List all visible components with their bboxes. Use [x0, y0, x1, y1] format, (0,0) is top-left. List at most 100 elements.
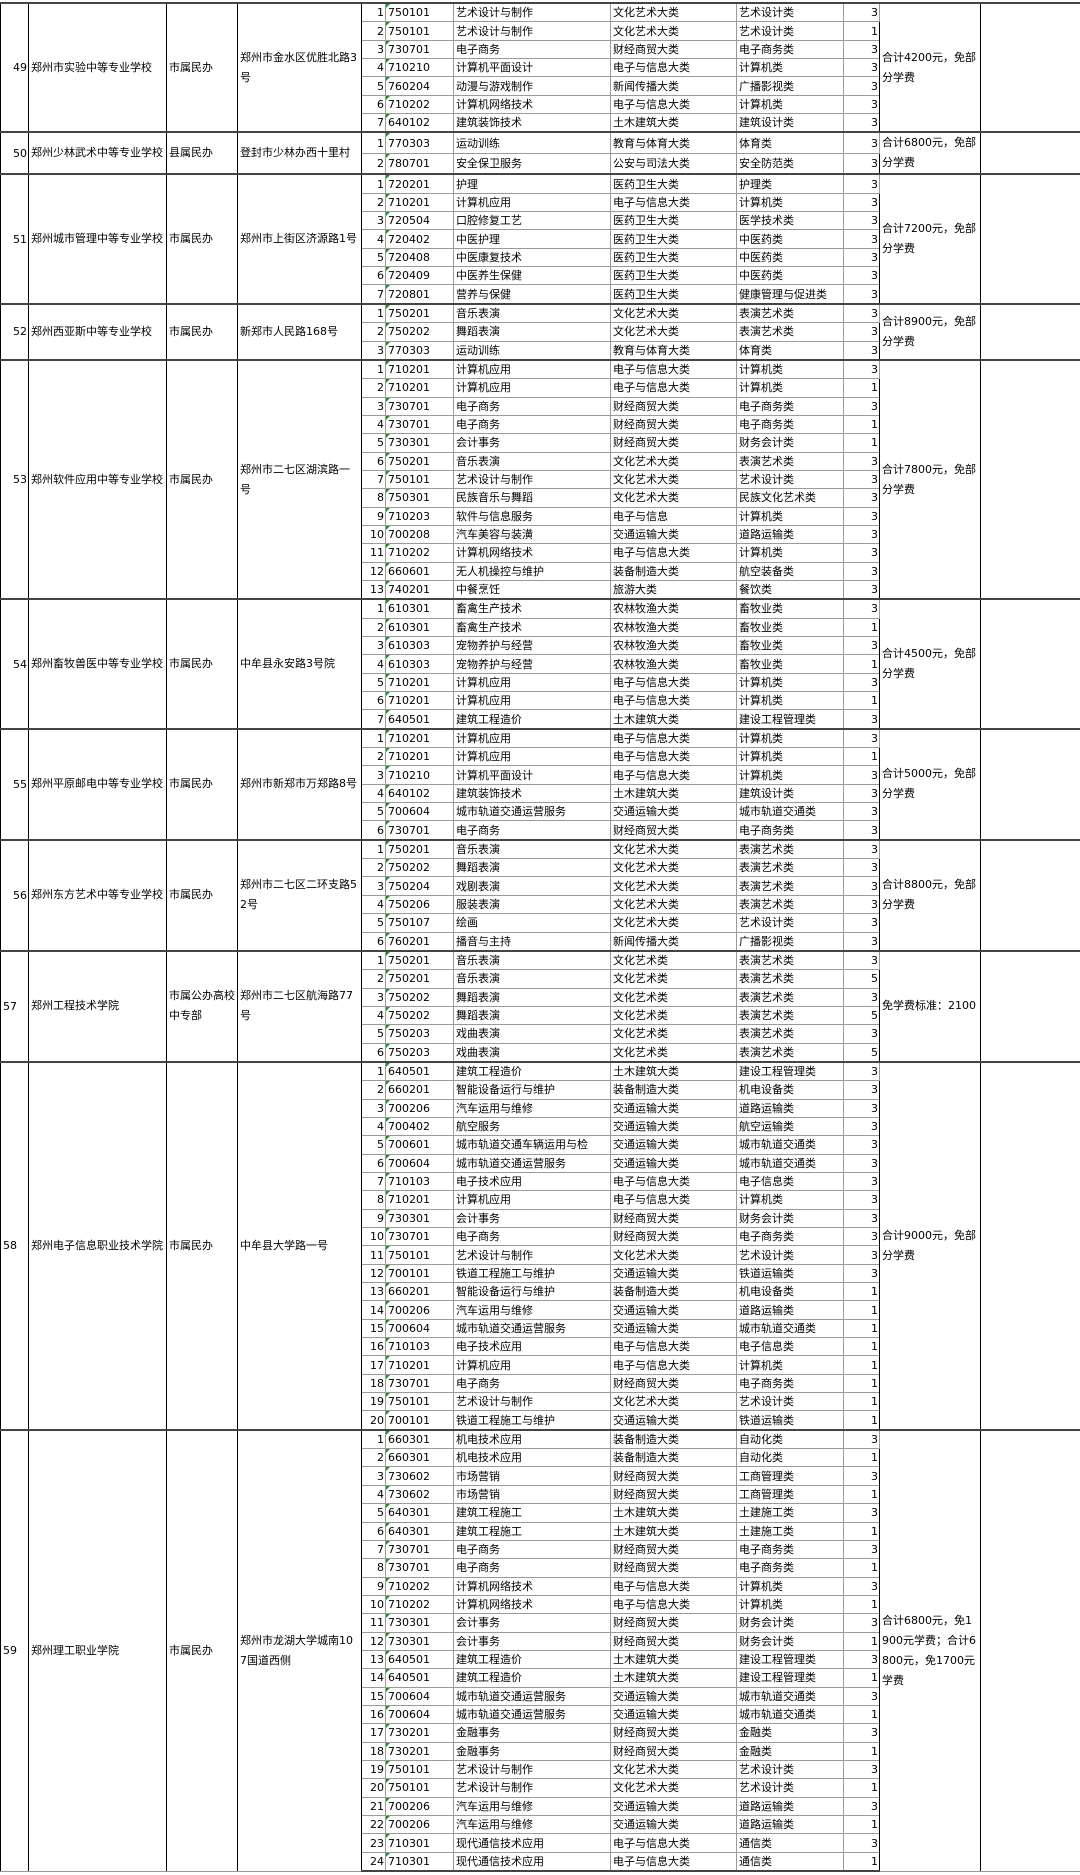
major-name: 宠物养护与经营 [454, 637, 611, 655]
major-class: 表演艺术类 [737, 970, 844, 988]
major-category: 电子与信息 [611, 507, 737, 525]
major-class: 中医药类 [737, 230, 844, 248]
study-years: 3 [844, 1062, 880, 1081]
major-name: 舞蹈表演 [454, 859, 611, 877]
study-years: 1 [844, 1816, 880, 1834]
school-address: 郑州市龙湖大学城南107国道西侧 [238, 1430, 362, 1871]
study-years: 5 [844, 1006, 880, 1024]
school-number: 59 [1, 1430, 29, 1871]
major-name: 会计事务 [454, 1614, 611, 1632]
major-category: 交通运输大类 [611, 1319, 737, 1337]
major-category: 交通运输大类 [611, 525, 737, 543]
major-name: 舞蹈表演 [454, 988, 611, 1006]
row-seq: 6 [362, 1043, 386, 1062]
major-class: 计算机类 [737, 193, 844, 211]
study-years: 3 [844, 1504, 880, 1522]
program-code: 750107 [386, 914, 454, 932]
tuition-fee-note: 合计6800元，免部分学费 [880, 132, 981, 174]
major-class: 铁道运输类 [737, 1264, 844, 1282]
program-code: 710201 [386, 360, 454, 379]
study-years: 3 [844, 637, 880, 655]
row-seq: 1 [362, 1062, 386, 1081]
major-name: 舞蹈表演 [454, 1006, 611, 1024]
row-seq: 4 [362, 1117, 386, 1135]
program-code: 640501 [386, 1062, 454, 1081]
major-name: 运动训练 [454, 341, 611, 360]
school-address: 新郑市人民路168号 [238, 304, 362, 360]
row-seq: 2 [362, 970, 386, 988]
study-years: 3 [844, 840, 880, 859]
major-category: 装备制造大类 [611, 1283, 737, 1301]
major-name: 畜禽生产技术 [454, 599, 611, 618]
study-years: 1 [844, 1852, 880, 1871]
program-code: 710202 [386, 95, 454, 113]
major-name: 电子商务 [454, 1228, 611, 1246]
program-code: 730301 [386, 1209, 454, 1227]
major-class: 电子商务类 [737, 397, 844, 415]
program-code: 640301 [386, 1504, 454, 1522]
study-years: 3 [844, 59, 880, 77]
major-name: 城市轨道交通运营服务 [454, 1687, 611, 1705]
major-category: 财经商贸大类 [611, 1559, 737, 1577]
major-category: 财经商贸大类 [611, 40, 737, 58]
major-class: 通信类 [737, 1834, 844, 1852]
major-class: 计算机类 [737, 1595, 844, 1613]
program-code: 700206 [386, 1816, 454, 1834]
major-class: 建设工程管理类 [737, 1650, 844, 1668]
major-category: 交通运输大类 [611, 1797, 737, 1815]
major-category: 财经商贸大类 [611, 1209, 737, 1227]
major-category: 土木建筑大类 [611, 1522, 737, 1540]
study-years: 3 [844, 248, 880, 266]
program-code: 770303 [386, 341, 454, 360]
program-code: 750101 [386, 1393, 454, 1411]
study-years: 3 [844, 1430, 880, 1449]
remarks-cell [981, 3, 1080, 132]
study-years: 3 [844, 1025, 880, 1043]
major-category: 财经商贸大类 [611, 1374, 737, 1392]
row-seq: 14 [362, 1669, 386, 1687]
major-class: 医学技术类 [737, 212, 844, 230]
major-category: 新闻传播大类 [611, 77, 737, 95]
school-address: 中牟县大学路一号 [238, 1062, 362, 1430]
major-category: 医药卫生大类 [611, 248, 737, 266]
major-name: 计算机网络技术 [454, 544, 611, 562]
row-seq: 7 [362, 470, 386, 488]
program-code: 710103 [386, 1172, 454, 1190]
program-code: 640102 [386, 114, 454, 133]
row-seq: 13 [362, 1283, 386, 1301]
row-seq: 6 [362, 821, 386, 840]
program-code: 710203 [386, 507, 454, 525]
major-class: 电子商务类 [737, 821, 844, 840]
major-name: 城市轨道交通运营服务 [454, 803, 611, 821]
school-type: 市属民办 [167, 174, 238, 303]
major-class: 电子信息类 [737, 1338, 844, 1356]
study-years: 3 [844, 1191, 880, 1209]
program-code: 730201 [386, 1724, 454, 1742]
program-code: 610301 [386, 599, 454, 618]
study-years: 1 [844, 1485, 880, 1503]
major-category: 医药卫生大类 [611, 285, 737, 304]
major-category: 财经商贸大类 [611, 1632, 737, 1650]
row-seq: 5 [362, 434, 386, 452]
major-category: 文化艺术类 [611, 951, 737, 970]
study-years: 3 [844, 1154, 880, 1172]
row-seq: 1 [362, 729, 386, 748]
major-class: 表演艺术类 [737, 988, 844, 1006]
program-code: 750204 [386, 877, 454, 895]
remarks-cell [981, 304, 1080, 360]
major-name: 电子商务 [454, 1540, 611, 1558]
major-category: 文化艺术大类 [611, 323, 737, 341]
major-name: 音乐表演 [454, 951, 611, 970]
major-category: 文化艺术大类 [611, 452, 737, 470]
major-category: 文化艺术大类 [611, 1779, 737, 1797]
row-seq: 3 [362, 40, 386, 58]
major-category: 装备制造大类 [611, 1081, 737, 1099]
major-class: 道路运输类 [737, 1301, 844, 1319]
major-class: 表演艺术类 [737, 1025, 844, 1043]
row-seq: 11 [362, 544, 386, 562]
study-years: 1 [844, 1779, 880, 1797]
study-years: 1 [844, 1393, 880, 1411]
